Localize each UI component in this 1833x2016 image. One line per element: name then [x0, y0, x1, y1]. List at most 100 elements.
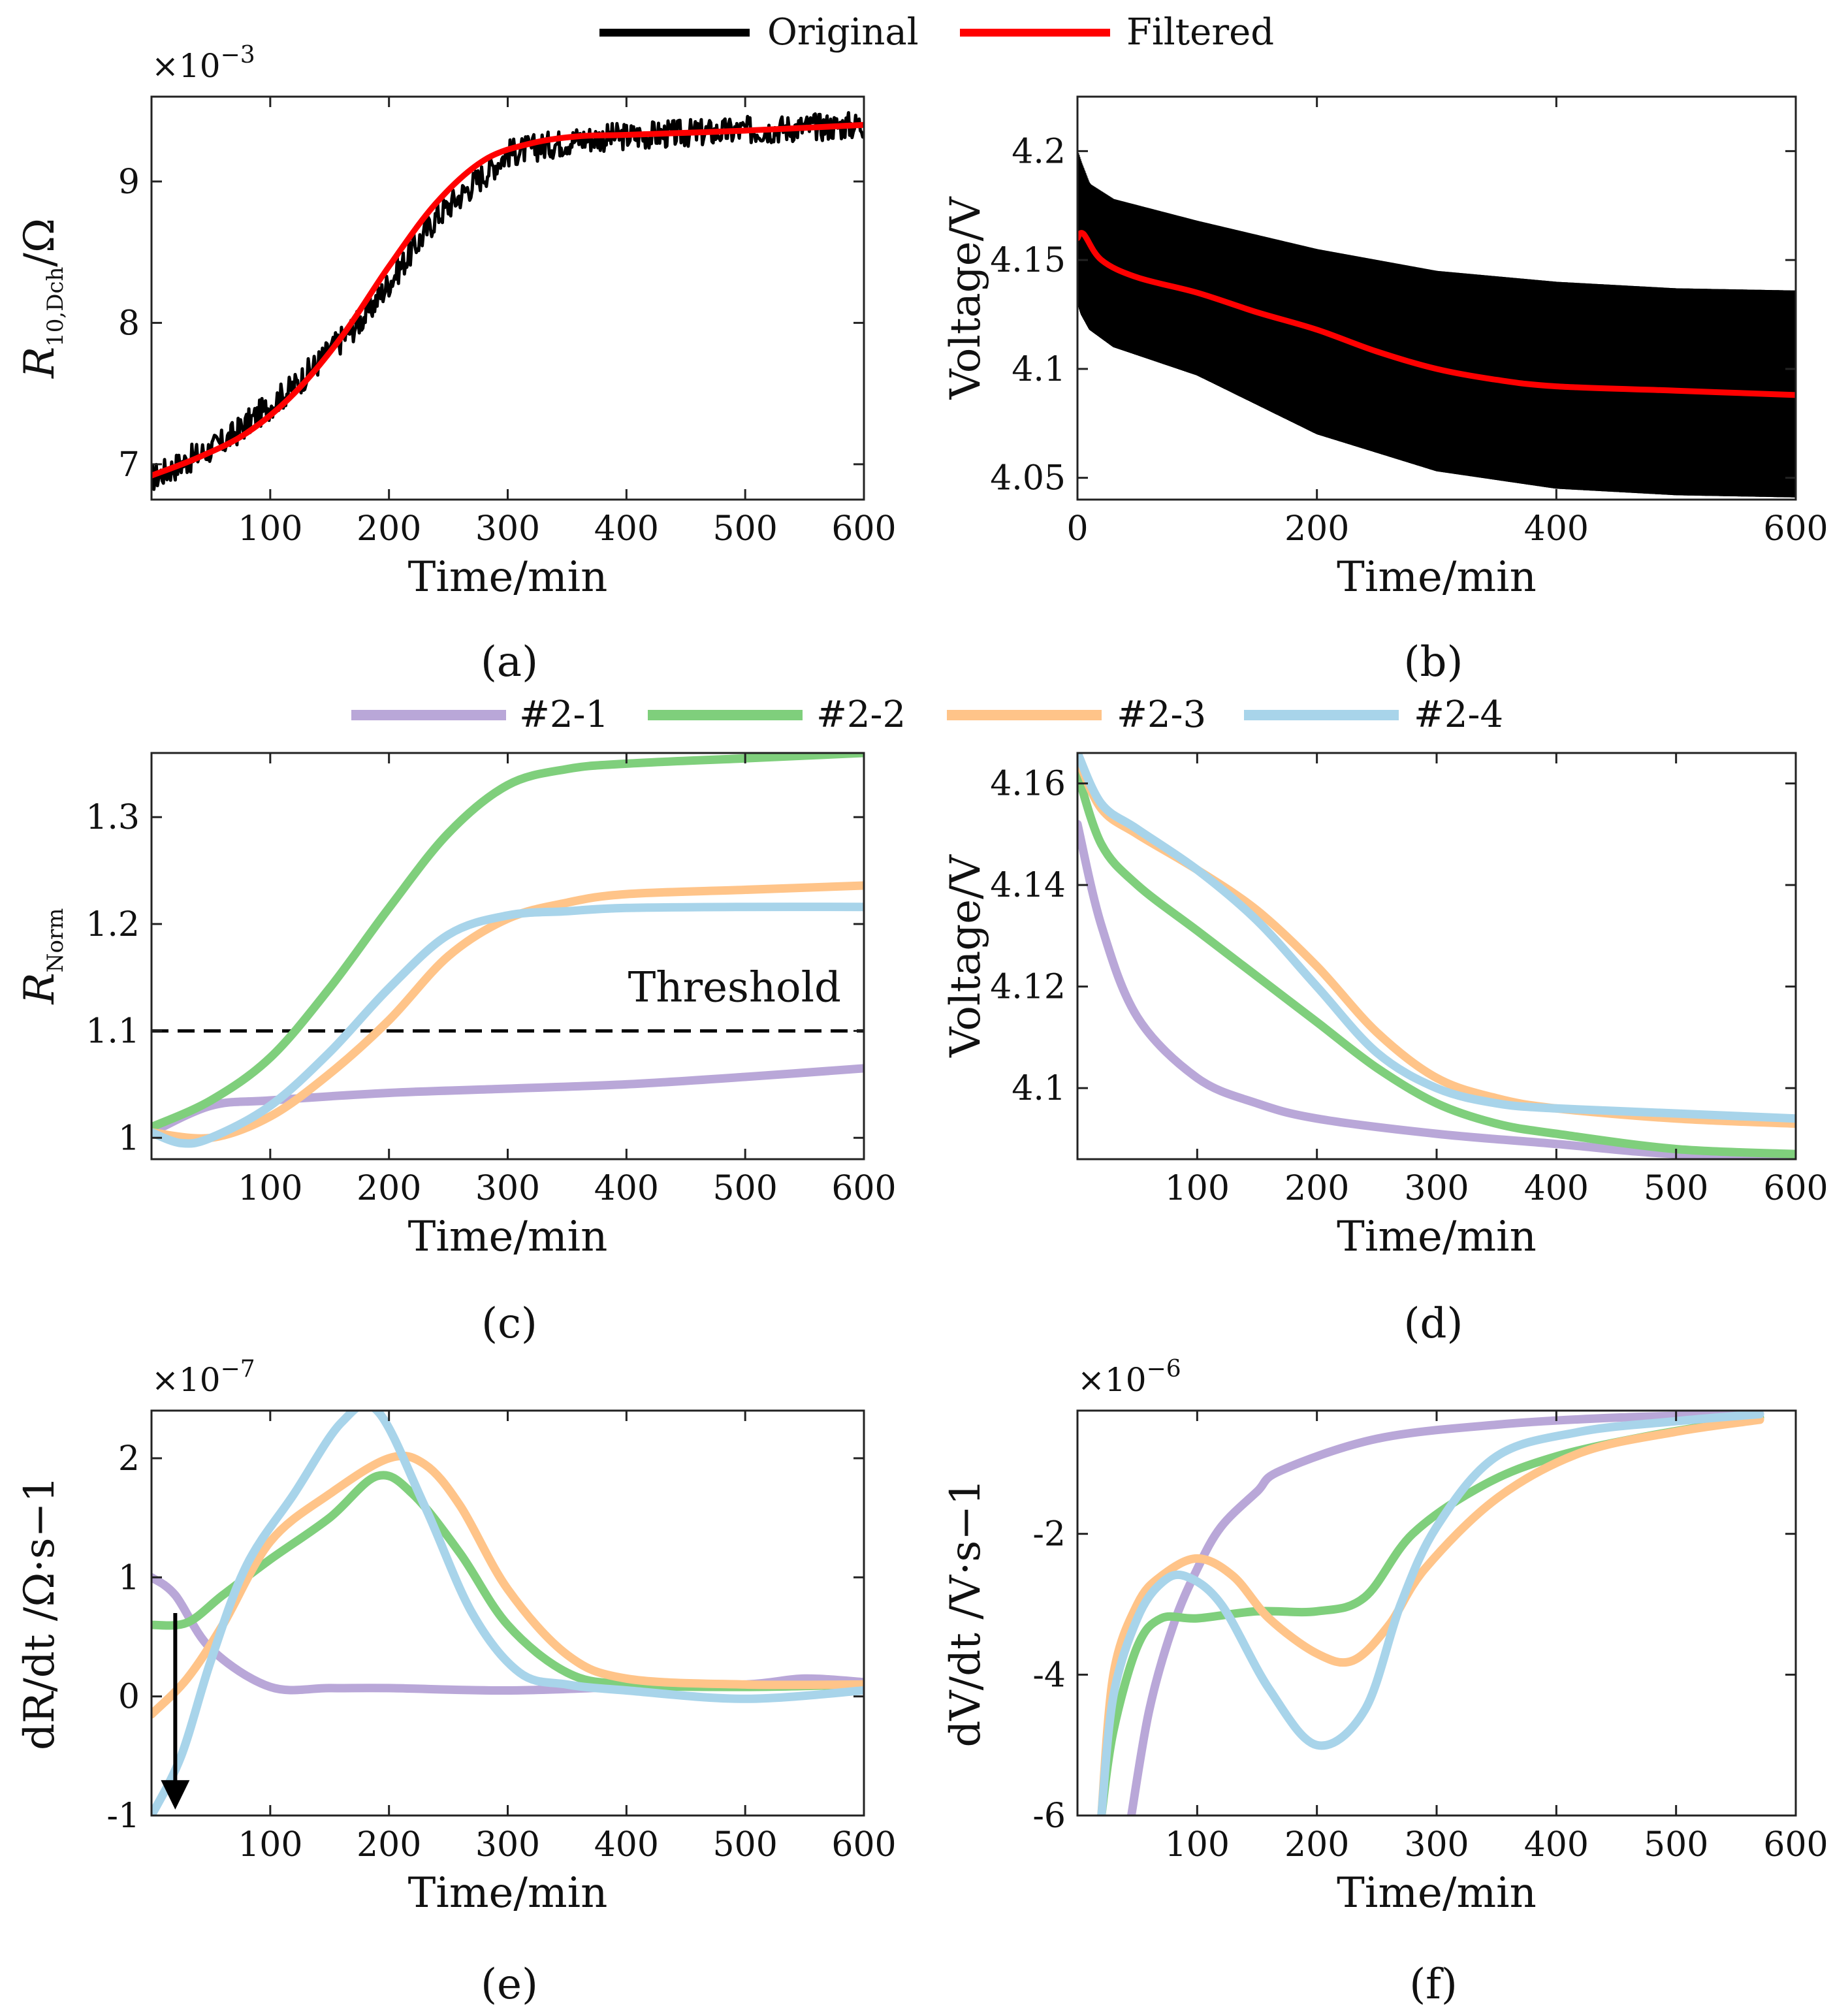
x-tick-label: 400 — [1524, 1169, 1589, 1208]
y-tick-label: 1.3 — [86, 798, 140, 837]
legend-label-original: Original — [767, 11, 919, 54]
x-axis-label-e: Time/min — [408, 1869, 608, 1917]
chart-e: 100 200 300 400 500 600 -1 0 1 2 Time/min dR/dt /Ω·… — [16, 1356, 897, 1917]
x-tick-label: 200 — [357, 1169, 421, 1208]
series-f--2-2 — [1097, 1413, 1764, 1816]
x-tick-label: 400 — [594, 1169, 659, 1208]
y-tick-label: 4.14 — [990, 866, 1066, 905]
plot-area-b — [1077, 151, 1796, 498]
y-tick-label: 4.05 — [990, 459, 1066, 498]
x-tick-label: 300 — [1404, 1169, 1469, 1208]
y-tick-label: -1 — [106, 1797, 140, 1836]
axis-multiplier-f: ×10−6 — [1077, 1356, 1181, 1399]
x-tick-label: 500 — [713, 1825, 778, 1864]
x-tick-label: 300 — [475, 1169, 540, 1208]
series-c--2-2 — [151, 753, 864, 1132]
y-axis-label-f: dV/dt /V·s−1 — [942, 1479, 990, 1747]
plot-area-d — [1077, 753, 1796, 1159]
panel-label-e: (e) — [481, 1960, 538, 2009]
legend-label-filtered: Filtered — [1126, 11, 1274, 54]
series-f--2-1 — [1127, 1411, 1764, 1816]
series-c--2-3 — [151, 881, 864, 1143]
x-tick-label: 500 — [1644, 1169, 1708, 1208]
plot-area-f — [1097, 1411, 1764, 1816]
series-e--2-2 — [151, 1471, 864, 1691]
x-tick-label: 600 — [1763, 1169, 1828, 1208]
legend-original-filtered: Original Filtered — [599, 11, 1274, 54]
x-axis-label-d: Time/min — [1337, 1213, 1537, 1261]
legend-cells: #2-1 #2-2 #2-3 #2-4 — [351, 694, 1503, 736]
x-tick-label: 300 — [475, 509, 540, 549]
x-tick-label: 100 — [238, 1825, 302, 1864]
x-axis-label-f: Time/min — [1337, 1869, 1537, 1917]
y-tick-label: 4.2 — [1012, 132, 1066, 171]
y-axis-label-d: Voltage/V — [942, 854, 990, 1058]
x-axis-label-c: Time/min — [408, 1213, 608, 1261]
y-tick-label: 9 — [118, 163, 140, 202]
x-tick-label: 100 — [1165, 1169, 1230, 1208]
axis-multiplier-e: ×10−7 — [151, 1356, 255, 1399]
y-tick-label: 2 — [118, 1439, 140, 1479]
x-tick-label: 500 — [1644, 1825, 1708, 1864]
y-axis-label-e: dR/dt /Ω·s−1 — [16, 1476, 64, 1750]
x-tick-label: 400 — [1524, 509, 1589, 549]
x-tick-label: 200 — [357, 509, 421, 549]
x-tick-label: 300 — [1404, 1825, 1469, 1864]
y-tick-label: -2 — [1032, 1515, 1066, 1554]
panel-label-c: (c) — [481, 1300, 537, 1348]
axis-multiplier-a: ×10−3 — [151, 42, 255, 85]
y-tick-label: 1 — [118, 1558, 140, 1597]
series-b-filtered — [1077, 230, 1796, 398]
x-tick-label: 200 — [1284, 1169, 1349, 1208]
plot-area-c — [151, 753, 864, 1148]
chart-a: 100 200 300 400 500 600 7 8 9 Time/min R10,Dch/Ω ×1… — [16, 42, 897, 601]
y-axis-label-c: RNorm — [16, 908, 69, 1005]
panel-label-b: (b) — [1404, 638, 1463, 686]
x-tick-label: 100 — [238, 1169, 302, 1208]
series-a-original — [151, 111, 864, 491]
legend-label-2-2: #2-2 — [816, 694, 906, 736]
x-tick-label: 400 — [594, 1825, 659, 1864]
x-axis-label-b: Time/min — [1337, 553, 1537, 601]
series-e--2-4 — [151, 1411, 864, 1816]
y-tick-label: 8 — [118, 304, 140, 343]
series-c--2-4 — [151, 903, 864, 1148]
axes-frame-d — [1076, 752, 1797, 1160]
arrow-head — [161, 1780, 190, 1810]
x-tick-label: 200 — [1284, 1825, 1349, 1864]
y-tick-label: 1 — [118, 1119, 140, 1158]
series-e--2-3 — [151, 1451, 864, 1719]
x-tick-label: 500 — [713, 1169, 778, 1208]
y-tick-label: 4.12 — [990, 968, 1066, 1007]
legend-label-2-1: #2-1 — [519, 694, 609, 736]
series-d--2-2 — [1077, 769, 1796, 1159]
panel-label-f: (f) — [1409, 1960, 1458, 2009]
y-tick-label: -4 — [1032, 1656, 1066, 1695]
chart-f: 100 200 300 400 500 600 -6 -4 -2 Time/min dV/dt /V… — [942, 1356, 1828, 1917]
x-tick-label: 400 — [1524, 1825, 1589, 1864]
axes-frame-e — [150, 1409, 865, 1817]
series-a-filtered — [151, 121, 864, 479]
x-tick-label: 300 — [475, 1825, 540, 1864]
y-axis-label-a: R10,Dch/Ω — [16, 218, 69, 379]
y-tick-label: 7 — [118, 445, 140, 485]
plot-area-e — [151, 1411, 864, 1816]
series-d--2-1 — [1077, 820, 1796, 1159]
series-f--2-3 — [1097, 1415, 1764, 1816]
legend-label-2-3: #2-3 — [1117, 694, 1206, 736]
x-tick-label: 100 — [1165, 1825, 1230, 1864]
plot-area-a — [151, 111, 864, 491]
y-axis-label-b: Voltage/V — [942, 196, 990, 400]
x-tick-label: 500 — [713, 509, 778, 549]
chart-d: 100 200 300 400 500 600 4.1 4.12 4.14 4.16 Time/mi… — [942, 752, 1828, 1261]
x-tick-label: 600 — [831, 1825, 896, 1864]
x-tick-label: 0 — [1066, 509, 1088, 549]
chart-b: 0 200 400 600 4.05 4.1 4.15 4.2 Time/min Voltage/… — [942, 95, 1828, 601]
x-tick-label: 100 — [238, 509, 302, 549]
x-tick-label: 600 — [1763, 509, 1828, 549]
x-tick-label: 600 — [831, 1169, 896, 1208]
series-c--2-1 — [151, 1064, 864, 1137]
series-b-original-fill — [1077, 151, 1796, 498]
x-tick-label: 600 — [1763, 1825, 1828, 1864]
